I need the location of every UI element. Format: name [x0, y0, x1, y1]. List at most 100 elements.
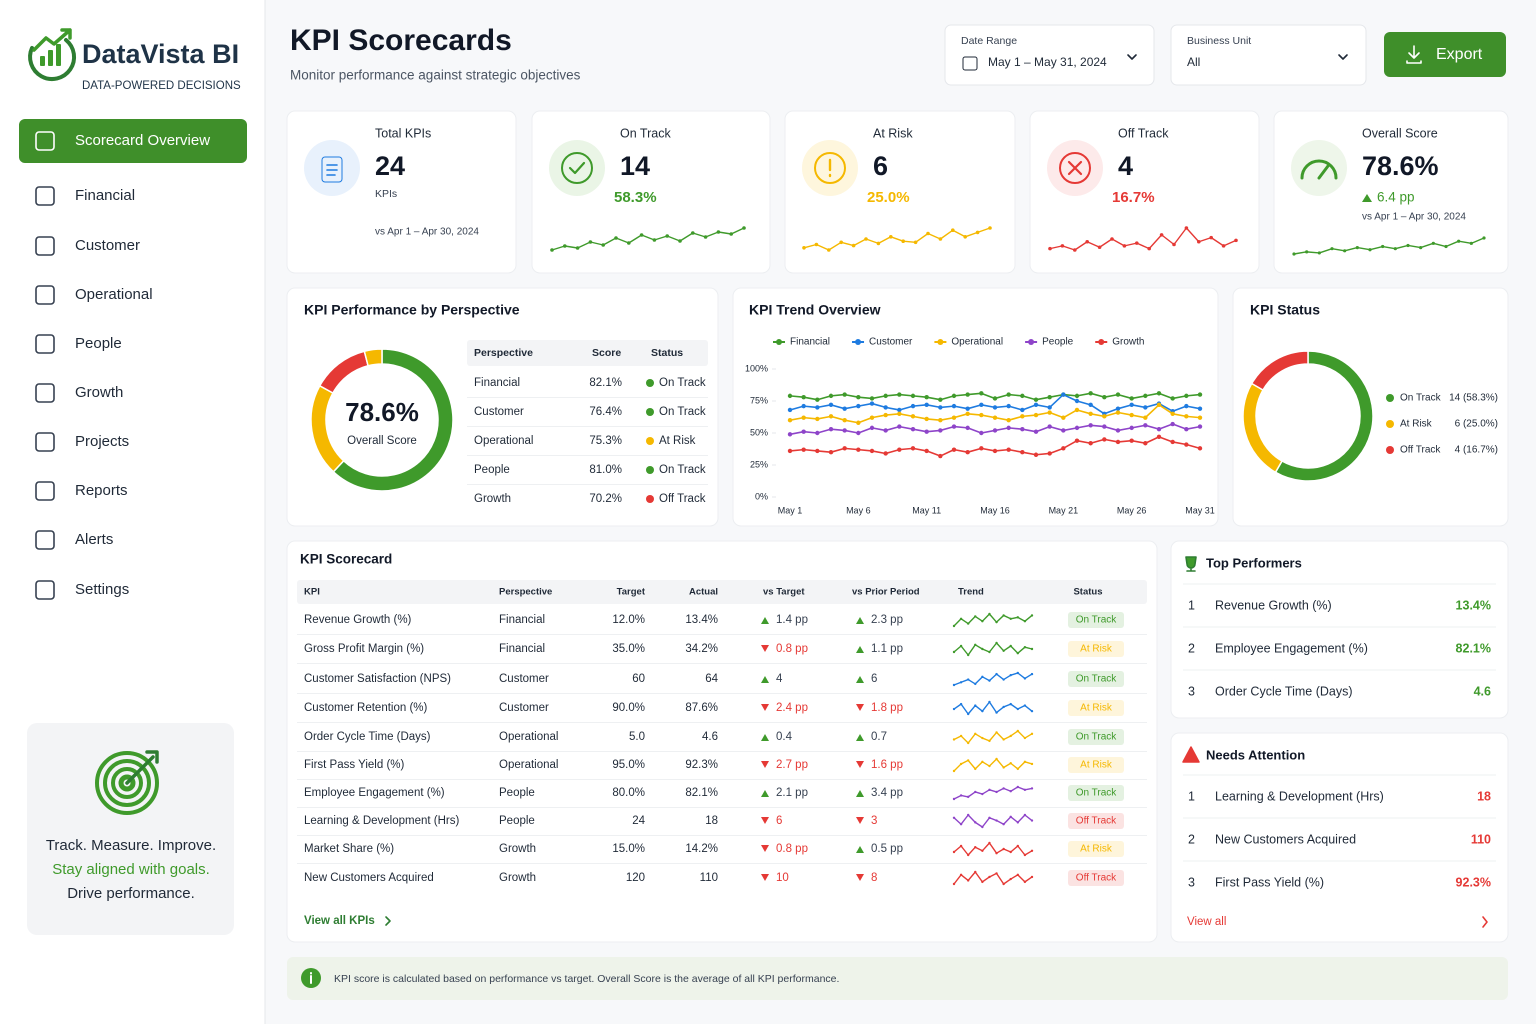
y-tick-label: 100% — [745, 363, 768, 373]
trend-point — [787, 418, 793, 423]
trend-point — [951, 393, 957, 399]
table-cell: 0.4 — [776, 731, 793, 743]
status-dot — [646, 437, 654, 445]
status-label: At Risk — [1080, 844, 1113, 855]
trend-point — [1129, 425, 1134, 431]
sparkline-point — [1023, 620, 1027, 623]
promo-card — [27, 723, 234, 935]
trend-point — [1102, 394, 1107, 400]
trend-point — [992, 448, 998, 454]
sparkline-point — [1002, 847, 1005, 851]
filter-value[interactable]: All — [1187, 55, 1200, 69]
sparkline-point — [1002, 823, 1005, 826]
delta-arrow — [761, 645, 769, 652]
sparkline-point — [639, 233, 644, 237]
table-cell: Customer Retention (%) — [304, 702, 428, 714]
trend-point — [1047, 394, 1052, 400]
sparkline-point — [1030, 875, 1034, 879]
link[interactable]: View all KPIs — [304, 915, 375, 927]
promo-arrow — [125, 750, 159, 785]
table-cell: On Track — [659, 406, 706, 418]
promo-line: Drive performance. — [67, 885, 195, 902]
sparkline-point — [864, 237, 868, 241]
delta-arrow — [856, 817, 864, 824]
table-cell: Revenue Growth (%) — [304, 614, 412, 626]
trend-point — [815, 397, 820, 402]
trend-point — [992, 428, 998, 433]
nav-item[interactable]: Customer — [75, 237, 140, 254]
page-title: KPI Scorecards — [290, 24, 512, 57]
trend-point — [1061, 428, 1066, 433]
table-cell: 82.1% — [685, 787, 718, 799]
link-chevron — [385, 916, 391, 926]
table-cell: 0.7 — [871, 731, 887, 743]
trend-point — [842, 418, 847, 423]
sparkline-point — [988, 679, 991, 682]
nav-item[interactable]: Financial — [75, 187, 135, 204]
gauge-icon — [1300, 159, 1338, 180]
trend-point — [1170, 396, 1175, 401]
trend-point — [938, 453, 943, 459]
nav-item[interactable]: Alerts — [75, 531, 113, 548]
trend-point — [1115, 410, 1121, 415]
table-cell: 81.0% — [589, 464, 622, 476]
sparkline-point — [563, 244, 567, 248]
nav-item[interactable]: Settings — [75, 581, 129, 598]
nav-item[interactable]: Reports — [75, 482, 128, 499]
card-unit: KPIs — [375, 188, 397, 200]
card-icon-bg — [304, 140, 360, 196]
table-cell: Employee Engagement (%) — [304, 787, 445, 799]
sparkline-point — [601, 243, 605, 247]
warn-icon — [814, 152, 846, 184]
delta-arrow — [761, 704, 769, 711]
trend-point — [1020, 426, 1025, 432]
brand-tagline: DATA-POWERED DECISIONS — [82, 80, 241, 92]
table-header: Actual — [689, 587, 718, 598]
sparkline-point — [974, 732, 977, 736]
trend-point — [801, 394, 806, 400]
nav-item[interactable]: People — [75, 335, 122, 352]
export-label[interactable]: Export — [1436, 46, 1483, 63]
trend-point — [856, 447, 861, 452]
nav-item[interactable]: Growth — [75, 384, 123, 401]
legend-label: Off Track — [1400, 445, 1441, 456]
trend-point — [815, 405, 820, 410]
legend-dot — [1028, 339, 1035, 345]
sparkline-point — [851, 243, 856, 248]
legend-dot — [1386, 420, 1394, 428]
trend-point — [938, 418, 943, 423]
trend-point — [1184, 442, 1189, 447]
nav-item[interactable]: Operational — [75, 286, 153, 303]
sparkline-point — [691, 231, 695, 235]
table-cell: 4.6 — [702, 731, 718, 743]
sparkline-point — [1016, 671, 1020, 675]
status-label: At Risk — [1080, 760, 1113, 771]
promo-target — [95, 751, 159, 815]
trend-point — [965, 411, 970, 416]
sparkline-point — [1016, 616, 1020, 619]
sparkline-point — [974, 846, 977, 849]
filter-value[interactable]: May 1 – May 31, 2024 — [988, 55, 1107, 69]
check-icon — [561, 152, 593, 184]
status-label: Off Track — [1076, 816, 1117, 827]
card-title: Off Track — [1118, 126, 1169, 140]
link[interactable]: View all — [1187, 916, 1226, 928]
sparkline-point — [981, 736, 984, 740]
sparkline — [803, 227, 991, 251]
panel — [286, 540, 1158, 943]
trend-point — [1061, 415, 1066, 420]
sparkline-point — [966, 879, 970, 882]
nav-item[interactable]: Projects — [75, 433, 129, 450]
card-value: 78.6% — [1362, 151, 1439, 181]
sparkline-point — [959, 681, 963, 684]
table-cell: 0.8 pp — [776, 843, 808, 855]
kpi-name: Employee Engagement (%) — [1215, 641, 1368, 655]
sparkline-point — [988, 764, 991, 768]
sparkline-point — [814, 242, 819, 247]
trend-point — [979, 391, 984, 396]
trend-point — [869, 415, 875, 420]
sparkline-point — [1023, 880, 1027, 884]
trend-point — [1156, 434, 1162, 440]
nav-item[interactable]: Scorecard Overview — [75, 132, 210, 149]
legend-value: 4 (16.7%) — [1455, 445, 1498, 456]
